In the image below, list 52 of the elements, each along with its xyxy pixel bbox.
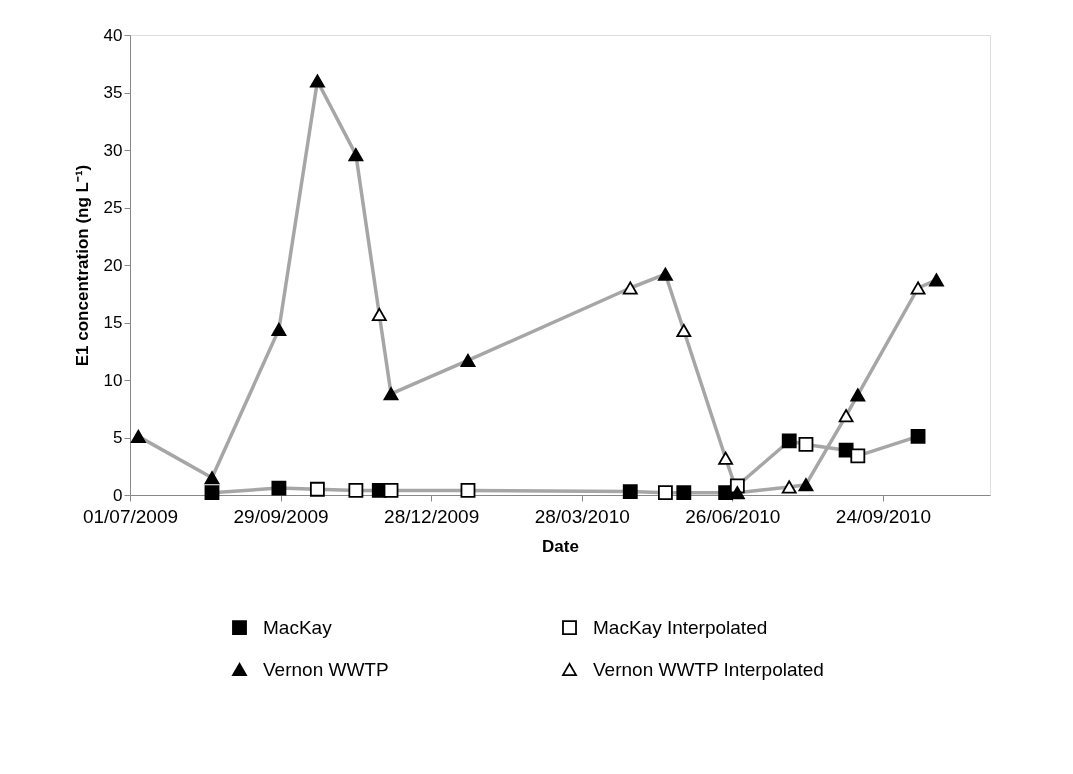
point xyxy=(781,433,797,449)
point xyxy=(460,353,476,367)
point xyxy=(910,281,926,295)
point xyxy=(622,484,638,499)
point xyxy=(271,480,287,496)
point xyxy=(657,267,673,281)
point xyxy=(718,451,734,465)
point xyxy=(929,273,944,287)
point xyxy=(348,482,364,498)
legend-label: Vernon WWTP Interpolated xyxy=(593,658,824,680)
y-tick-label: 10 xyxy=(103,370,123,390)
point xyxy=(850,448,866,464)
y-tick-label: 5 xyxy=(113,428,123,447)
x-tick-label: 24/09/2010 xyxy=(835,505,931,527)
point xyxy=(910,428,926,444)
y-tick-label: 15 xyxy=(103,313,123,332)
y-tick-label: 35 xyxy=(103,83,123,102)
y-axis-title: E1 concentration (ng L⁻¹) xyxy=(72,164,92,367)
legend-label: MacKay Interpolated xyxy=(593,616,768,638)
x-axis-title: Date xyxy=(542,536,579,556)
point xyxy=(383,482,399,498)
point xyxy=(838,409,854,423)
y-tick-label: 25 xyxy=(103,198,123,217)
y-tick-label: 0 xyxy=(113,485,123,505)
point xyxy=(309,481,325,497)
x-tick-label: 29/09/2009 xyxy=(233,505,329,527)
point xyxy=(309,74,325,88)
point xyxy=(204,485,220,501)
point xyxy=(383,387,399,401)
point xyxy=(798,436,814,452)
x-tick-label: 28/03/2010 xyxy=(534,505,630,527)
point xyxy=(676,485,692,501)
point xyxy=(657,485,673,501)
point xyxy=(204,471,220,485)
point xyxy=(348,148,364,162)
legend-label: Vernon WWTP xyxy=(263,658,389,680)
point xyxy=(271,322,287,336)
point xyxy=(371,307,387,321)
point xyxy=(130,429,146,443)
point xyxy=(460,482,476,498)
x-tick-label: 26/06/2010 xyxy=(685,505,781,527)
y-tick-label: 40 xyxy=(103,25,123,45)
point xyxy=(798,478,814,492)
point xyxy=(850,388,866,402)
point xyxy=(622,281,638,295)
point xyxy=(676,324,692,338)
y-tick-label: 20 xyxy=(103,255,123,275)
point xyxy=(781,480,797,494)
x-tick-label: 28/12/2009 xyxy=(384,505,480,527)
y-tick-label: 30 xyxy=(103,140,123,160)
x-tick-label: 01/07/2009 xyxy=(82,505,179,527)
legend-label: MacKay xyxy=(263,616,333,638)
